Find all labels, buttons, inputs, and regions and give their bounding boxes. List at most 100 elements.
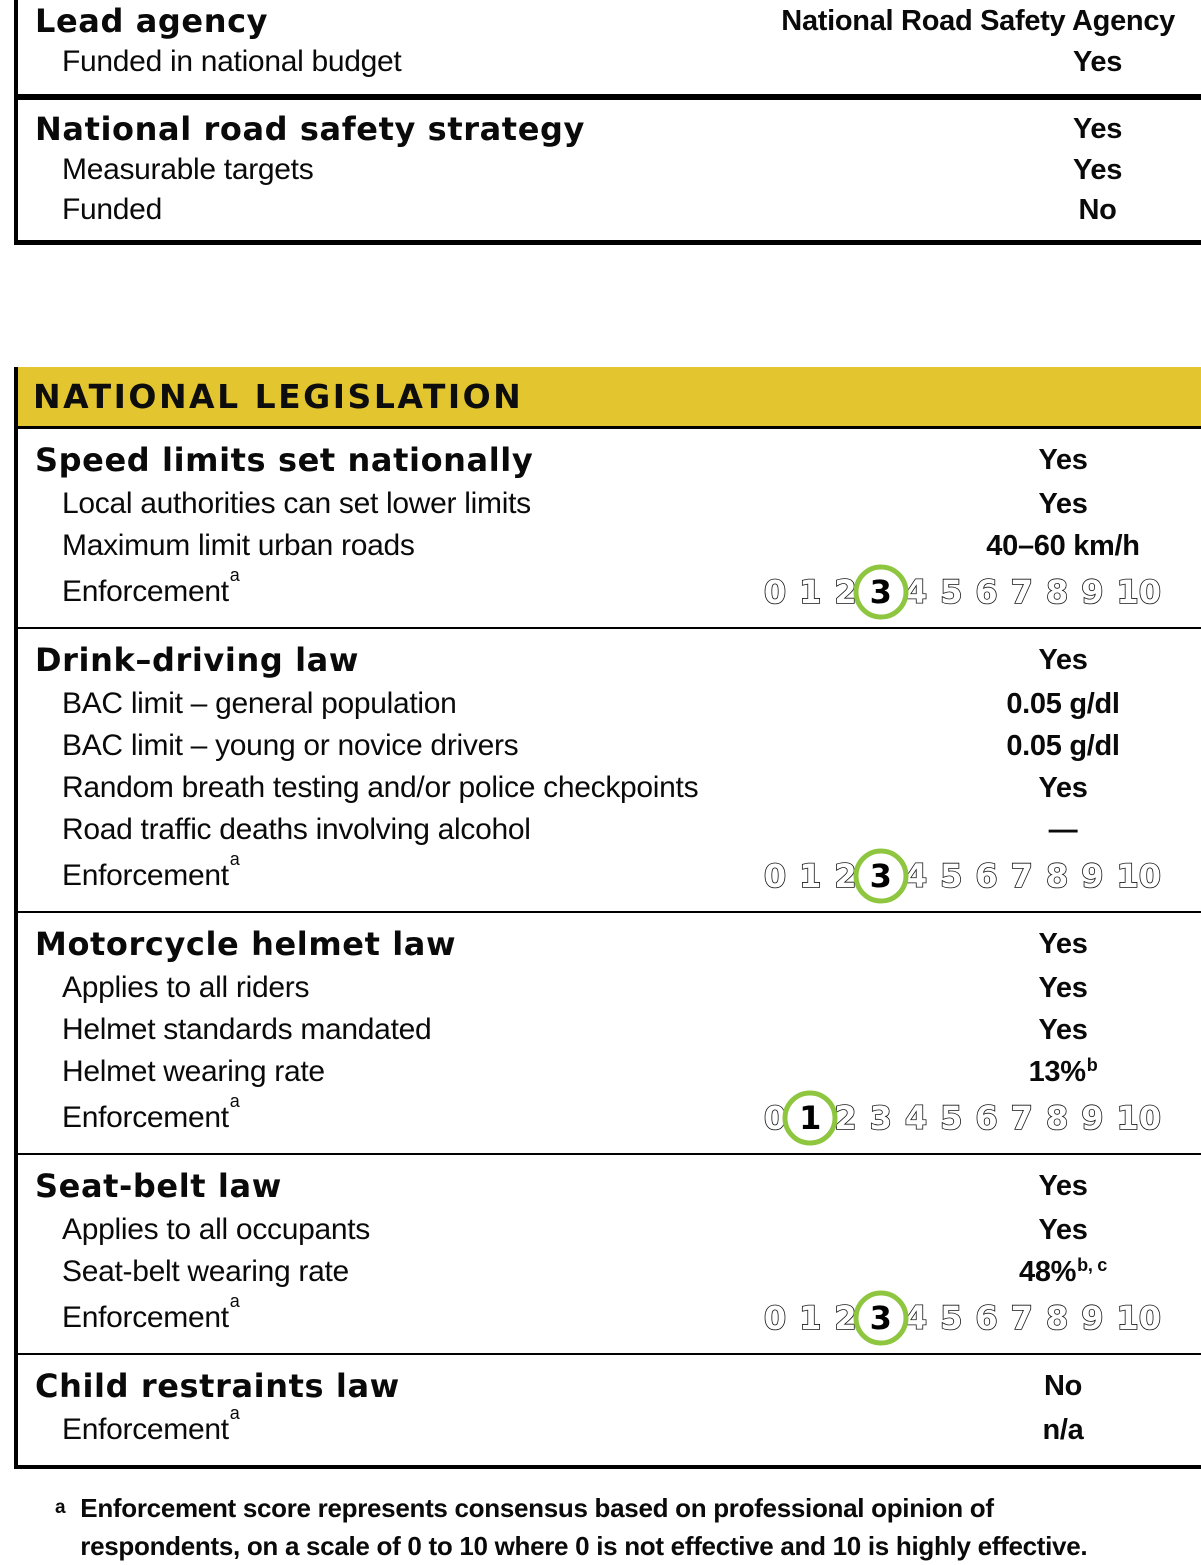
table-row: Enforcementa 0 1 2 3 4 5 6 7 8 9 10: [18, 1091, 1201, 1143]
divider: [18, 1153, 1201, 1155]
panel-title: NATIONAL LEGISLATION: [33, 377, 524, 416]
scale-number: 9: [1080, 573, 1104, 611]
scale-number: 10: [1116, 1299, 1162, 1337]
scale-number: 4: [904, 573, 928, 611]
row-label: Measurable targets: [62, 153, 314, 186]
scale-number: 9: [1080, 1299, 1104, 1337]
row-value: Yes: [1072, 45, 1123, 78]
section-title: Lead agency: [35, 2, 269, 40]
row-value: Yes: [1038, 1213, 1088, 1246]
table-row: Drink–driving law Yes: [18, 637, 1201, 683]
table-row: BAC limit – young or novice drivers 0.05…: [18, 725, 1201, 767]
divider: [18, 94, 1201, 100]
row-value: Yes: [1038, 443, 1088, 476]
scale-number: 1: [798, 1299, 822, 1337]
row-label: Maximum limit urban roads: [62, 529, 415, 562]
scale-number: 0: [763, 1299, 787, 1337]
row-value: Yes: [1038, 1169, 1088, 1202]
scale-number: 7: [1010, 573, 1034, 611]
scale-number: 6: [975, 857, 999, 895]
footnote: a Enforcement score represents consensus…: [55, 1489, 1101, 1565]
row-label: Road traffic deaths involving alcohol: [62, 813, 531, 846]
scale-number: 0: [763, 857, 787, 895]
scale-number: 8: [1045, 857, 1069, 895]
row-value: No: [1043, 1369, 1083, 1402]
section-title: Child restraints law: [35, 1367, 400, 1405]
row-label: Enforcementa: [62, 565, 240, 608]
scale-number: 7: [1010, 857, 1034, 895]
row-label: Enforcementa: [62, 1291, 240, 1334]
section-title: National road safety strategy: [35, 110, 585, 148]
table-row: Enforcementa n/a: [18, 1403, 1201, 1451]
scale-number: 7: [1010, 1299, 1034, 1337]
row-label: Enforcementa: [62, 1091, 240, 1134]
child-restraints-section: Child restraints law No Enforcementa n/a: [18, 1355, 1201, 1465]
row-value: No: [1078, 193, 1117, 226]
scale-number: 4: [904, 1299, 928, 1337]
scale-number: 8: [1045, 573, 1069, 611]
scale-number: 3: [869, 573, 892, 611]
table-row: Local authorities can set lower limits Y…: [18, 483, 1201, 525]
row-label: Enforcementa: [62, 1403, 240, 1446]
scale-number: 1: [798, 857, 822, 895]
row-label: Funded: [62, 193, 162, 226]
enforcement-scale: 0 1 2 3 4 5 6 7 8 9 10: [763, 857, 1162, 895]
table-row: Helmet standards mandated Yes: [18, 1009, 1201, 1051]
scale-number: 1: [799, 1099, 822, 1137]
table-row: Funded in national budget Yes: [18, 42, 1201, 82]
scale-number: 2: [834, 1299, 858, 1337]
row-value: Yes: [1038, 927, 1088, 960]
row-value: Yes: [1038, 971, 1088, 1004]
footnote-marker: a: [55, 1497, 66, 1518]
table-row: Lead agency National Road Safety Agency: [18, 0, 1201, 42]
divider: [18, 911, 1201, 913]
scale-number: 3: [869, 857, 892, 895]
row-value: Yes: [1038, 487, 1088, 520]
scale-number: 4: [904, 1099, 928, 1137]
enforcement-scale: 0 1 2 3 4 5 6 7 8 9 10: [763, 1299, 1162, 1337]
row-value: Yes: [1038, 771, 1088, 804]
legislation-panel: NATIONAL LEGISLATION Speed limits set na…: [14, 367, 1201, 1469]
row-value: 13% b: [1028, 1055, 1098, 1088]
section-title: Motorcycle helmet law: [35, 925, 457, 963]
row-value: 0.05 g/dl: [1006, 729, 1120, 762]
scale-number: 8: [1045, 1099, 1069, 1137]
divider: [18, 1353, 1201, 1355]
scale-number: 1: [798, 573, 822, 611]
row-label: BAC limit – general population: [62, 687, 457, 720]
table-row: Random breath testing and/or police chec…: [18, 767, 1201, 809]
scale-number: 6: [975, 1299, 999, 1337]
table-row: BAC limit – general population 0.05 g/dl: [18, 683, 1201, 725]
scale-number: 0: [763, 573, 787, 611]
row-label: Helmet standards mandated: [62, 1013, 432, 1046]
scale-number: 5: [939, 573, 963, 611]
enforcement-scale: 0 1 2 3 4 5 6 7 8 9 10: [763, 573, 1162, 611]
row-value: 48% b, c: [1019, 1255, 1107, 1288]
scale-number: 10: [1116, 1099, 1162, 1137]
table-row: Helmet wearing rate 13% b: [18, 1051, 1201, 1093]
row-label: BAC limit – young or novice drivers: [62, 729, 519, 762]
table-row: Seat-belt wearing rate 48% b, c: [18, 1251, 1201, 1293]
seat-belt-section: Seat-belt law Yes Applies to all occupan…: [18, 1155, 1201, 1353]
scale-number: 5: [939, 1099, 963, 1137]
row-value: Yes: [1072, 153, 1123, 186]
row-label: Funded in national budget: [62, 45, 402, 78]
divider: [18, 426, 1201, 429]
governance-panel: Lead agency National Road Safety Agency …: [14, 0, 1201, 245]
table-row: Maximum limit urban roads 40–60 km/h: [18, 525, 1201, 567]
row-value: 40–60 km/h: [986, 529, 1140, 562]
footnote-text: Enforcement score represents consensus b…: [80, 1493, 1088, 1561]
table-row: Motorcycle helmet law Yes: [18, 921, 1201, 967]
row-label: Applies to all riders: [62, 971, 310, 1004]
scale-number: 5: [939, 857, 963, 895]
scale-number: 10: [1116, 857, 1162, 895]
row-value: National Road Safety Agency: [781, 4, 1175, 37]
table-row: Enforcementa 0 1 2 3 4 5 6 7 8 9 10: [18, 850, 1201, 901]
table-row: Speed limits set nationally Yes: [18, 437, 1201, 483]
scale-number: 0: [763, 1099, 787, 1137]
speed-limits-section: Speed limits set nationally Yes Local au…: [18, 429, 1201, 627]
scale-number: 3: [869, 1299, 892, 1337]
strategy-section: National road safety strategy Yes Measur…: [18, 100, 1201, 240]
table-row: Applies to all occupants Yes: [18, 1209, 1201, 1251]
